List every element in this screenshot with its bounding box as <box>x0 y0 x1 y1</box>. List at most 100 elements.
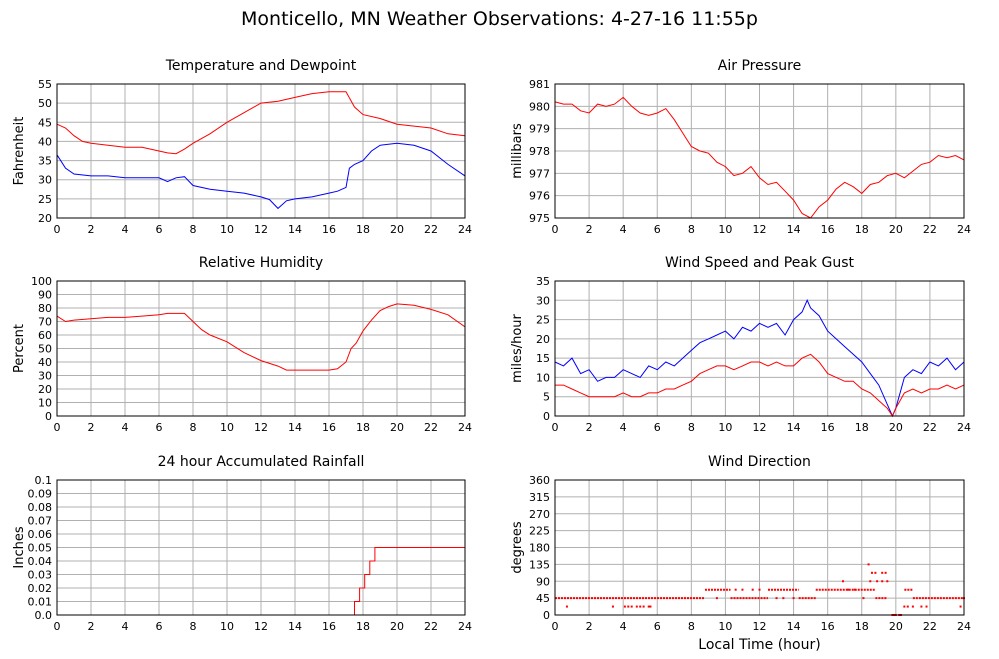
direction-point <box>920 605 923 608</box>
y-tick-label: 10 <box>38 397 52 410</box>
y-axis-label: degrees <box>510 521 525 574</box>
x-tick-label: 10 <box>220 223 234 236</box>
x-tick-label: 2 <box>88 620 95 633</box>
direction-point <box>751 588 754 591</box>
direction-point <box>623 605 626 608</box>
y-tick-label: 30 <box>38 370 52 383</box>
y-tick-label: 50 <box>38 97 52 110</box>
x-tick-label: 22 <box>923 223 937 236</box>
x-tick-label: 0 <box>552 620 559 633</box>
x-tick-label: 20 <box>889 421 903 434</box>
direction-point <box>869 580 872 583</box>
x-tick-label: 8 <box>688 223 695 236</box>
chart-title: Air Pressure <box>718 58 801 74</box>
y-tick-label: 0.06 <box>28 528 53 541</box>
x-tick-label: 24 <box>957 421 971 434</box>
x-tick-label: 12 <box>753 223 767 236</box>
x-tick-label: 18 <box>356 421 370 434</box>
y-tick-label: 135 <box>529 558 550 571</box>
y-tick-label: 45 <box>536 592 550 605</box>
x-tick-label: 0 <box>54 421 61 434</box>
y-tick-label: 0.09 <box>28 488 53 501</box>
series-line-0 <box>57 547 465 616</box>
x-tick-label: 24 <box>458 421 472 434</box>
y-tick-label: 977 <box>529 167 550 180</box>
y-tick-label: 0 <box>543 609 550 622</box>
direction-point <box>565 605 568 608</box>
plot-frame <box>56 280 466 417</box>
y-tick-label: 0.1 <box>35 474 53 487</box>
direction-point <box>611 605 614 608</box>
y-tick-label: 0.0 <box>35 609 53 622</box>
x-tick-label: 22 <box>424 620 438 633</box>
direction-point <box>886 580 889 583</box>
direction-point <box>881 571 884 574</box>
direction-point <box>782 597 785 600</box>
x-tick-label: 0 <box>552 223 559 236</box>
y-tick-label: 80 <box>38 302 52 315</box>
y-axis-label: Fahrenheit <box>12 117 27 186</box>
direction-point <box>925 605 928 608</box>
x-tick-label: 18 <box>855 620 869 633</box>
y-tick-label: 25 <box>38 193 52 206</box>
y-tick-label: 55 <box>38 78 52 91</box>
y-tick-label: 978 <box>529 145 550 158</box>
x-tick-label: 24 <box>957 223 971 236</box>
x-tick-label: 10 <box>718 421 732 434</box>
x-tick-label: 14 <box>787 223 801 236</box>
y-axis-label: miles/hour <box>510 313 525 382</box>
chart-title: Wind Direction <box>708 454 811 470</box>
direction-point <box>758 588 761 591</box>
y-tick-label: 0.08 <box>28 501 53 514</box>
direction-point <box>884 571 887 574</box>
x-tick-label: 16 <box>322 620 336 633</box>
y-tick-label: 20 <box>536 333 550 346</box>
y-tick-label: 5 <box>543 391 550 404</box>
x-tick-label: 20 <box>390 421 404 434</box>
direction-point <box>874 571 877 574</box>
x-tick-label: 12 <box>753 620 767 633</box>
direction-point <box>792 597 795 600</box>
x-tick-label: 6 <box>654 223 661 236</box>
direction-point <box>775 597 778 600</box>
plot-frame <box>554 479 965 616</box>
series-line-0 <box>56 91 466 155</box>
plot-frame <box>554 280 965 417</box>
x-tick-label: 22 <box>424 421 438 434</box>
x-tick-label: 18 <box>855 223 869 236</box>
x-tick-label: 8 <box>688 620 695 633</box>
direction-point <box>627 605 630 608</box>
x-tick-label: 2 <box>586 620 593 633</box>
y-tick-label: 980 <box>529 100 550 113</box>
direction-point <box>911 605 914 608</box>
x-tick-label: 24 <box>957 620 971 633</box>
x-tick-label: 10 <box>220 620 234 633</box>
x-tick-label: 8 <box>190 223 197 236</box>
x-tick-label: 2 <box>88 421 95 434</box>
chart-title: Temperature and Dewpoint <box>165 58 357 74</box>
y-tick-label: 360 <box>529 474 550 487</box>
x-tick-label: 4 <box>122 223 129 236</box>
chart-title: Relative Humidity <box>199 255 323 271</box>
x-axis-label: Local Time (hour) <box>698 637 820 653</box>
y-tick-label: 10 <box>536 371 550 384</box>
direction-point <box>649 605 652 608</box>
x-tick-label: 8 <box>688 421 695 434</box>
direction-point <box>642 605 645 608</box>
series-line-1 <box>56 142 466 210</box>
y-tick-label: 25 <box>536 314 550 327</box>
direction-point <box>906 605 909 608</box>
direction-point <box>876 580 879 583</box>
x-tick-label: 16 <box>821 421 835 434</box>
y-tick-label: 981 <box>529 78 550 91</box>
y-tick-label: 70 <box>38 316 52 329</box>
direction-point <box>959 605 962 608</box>
y-tick-label: 15 <box>536 352 550 365</box>
x-tick-label: 6 <box>654 620 661 633</box>
y-tick-label: 20 <box>38 212 52 225</box>
y-tick-label: 0.04 <box>28 555 53 568</box>
x-tick-label: 12 <box>254 421 268 434</box>
